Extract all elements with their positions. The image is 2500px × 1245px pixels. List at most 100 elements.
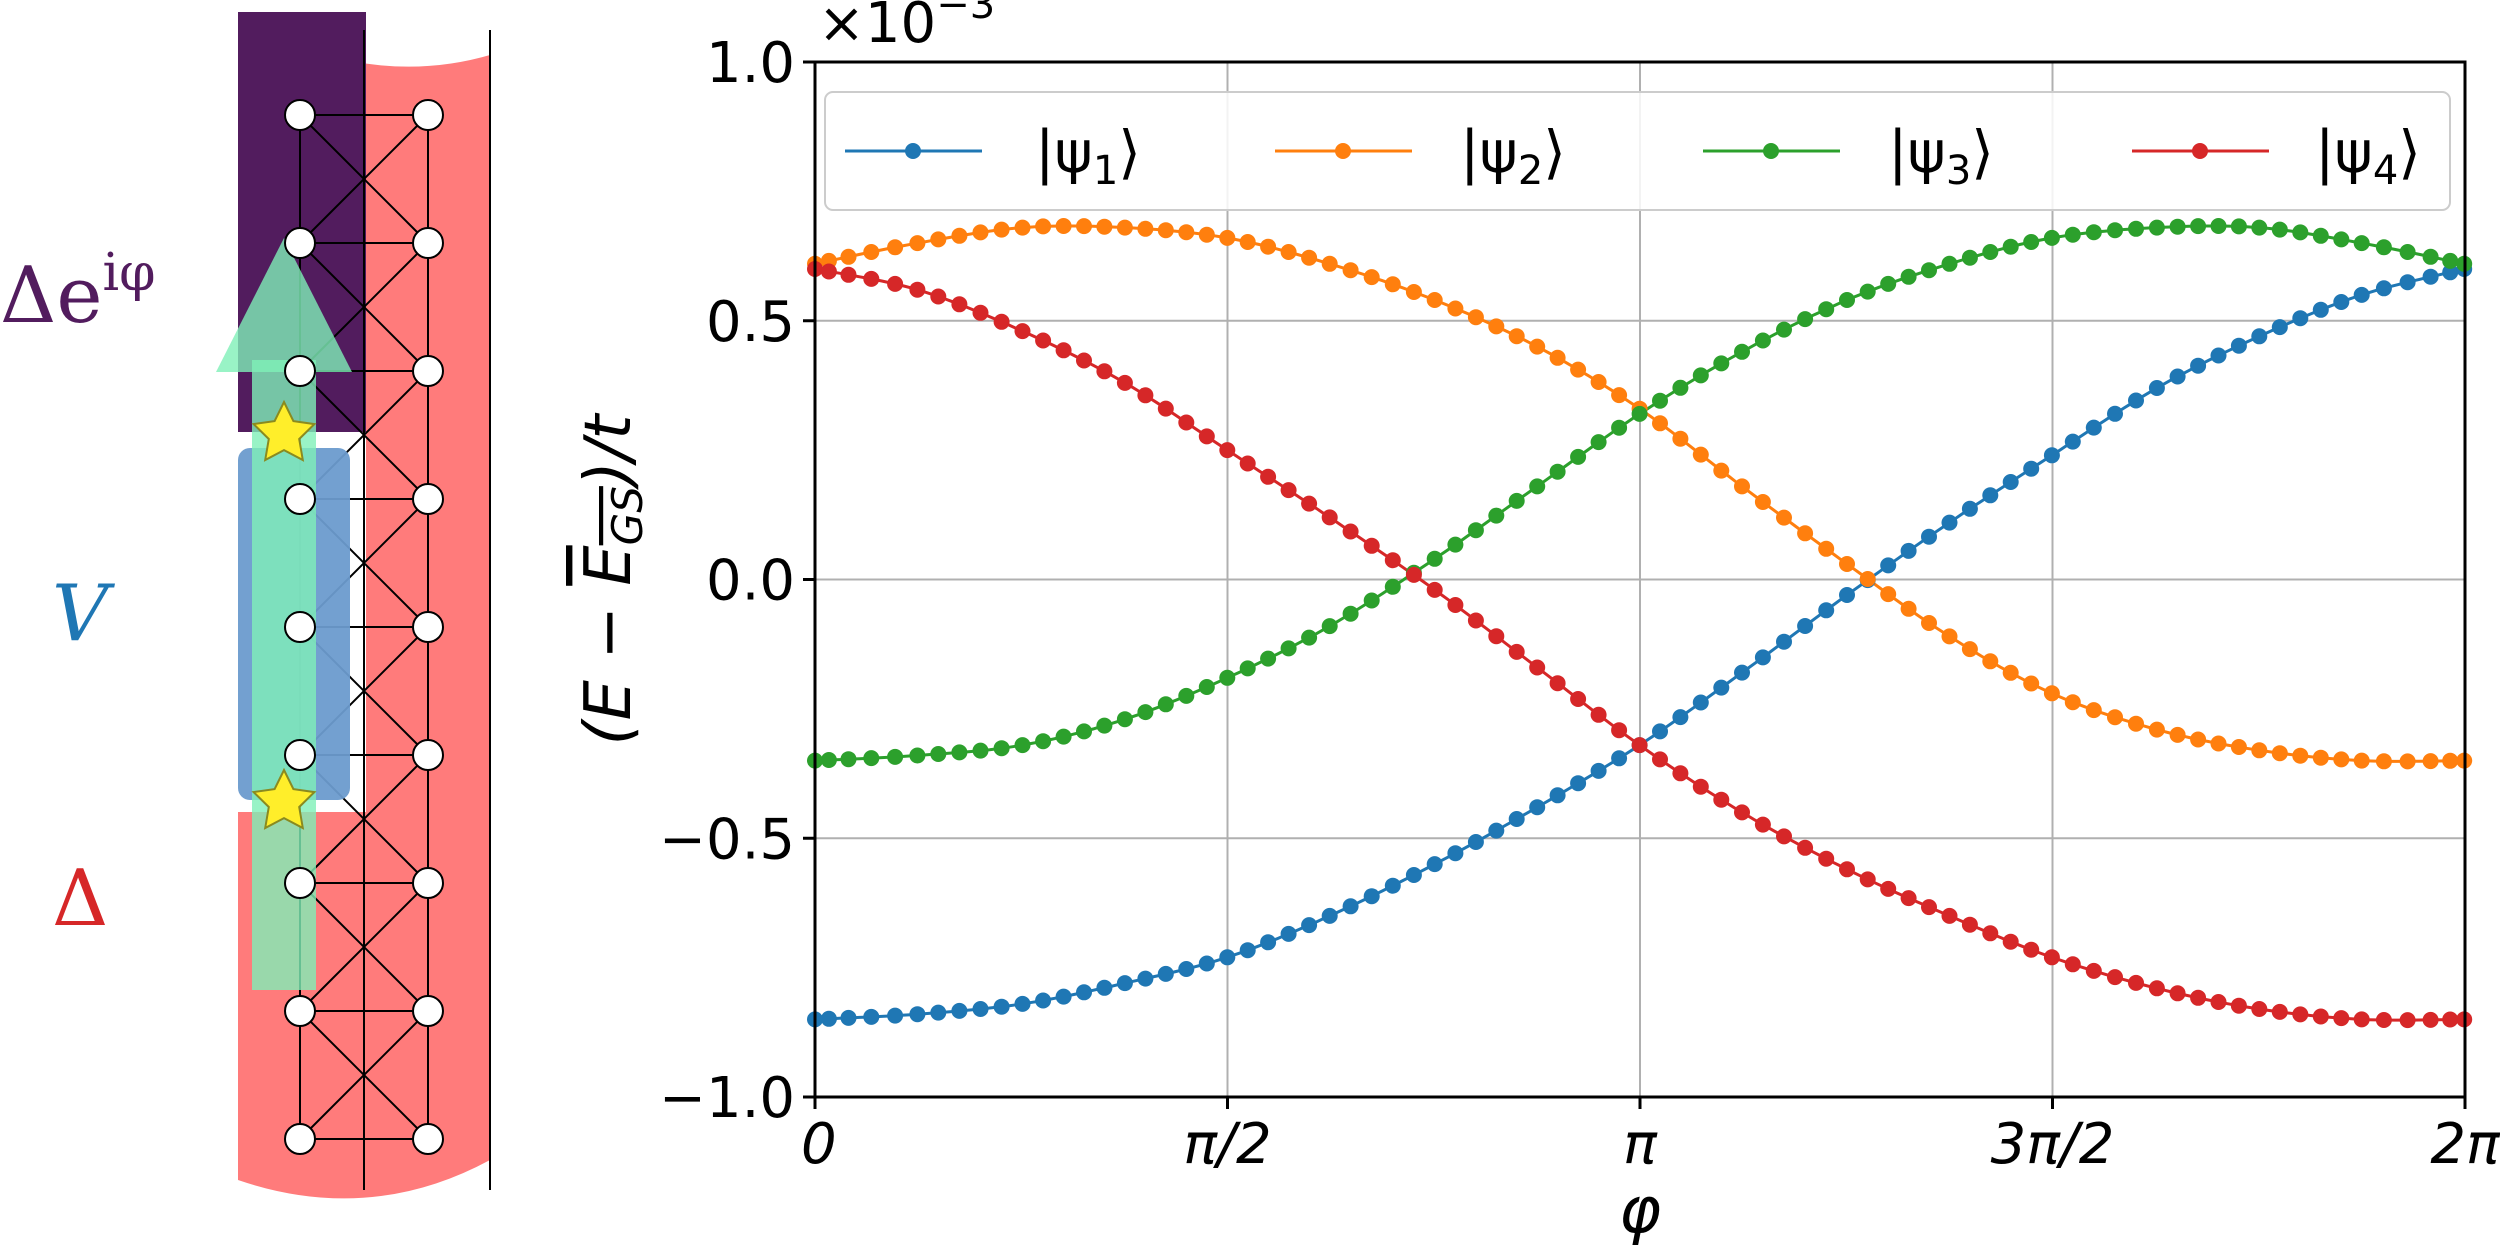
data-point-psi3 xyxy=(1035,733,1052,750)
lattice-site xyxy=(284,483,316,515)
data-point-psi4 xyxy=(1096,363,1113,380)
data-point-psi4 xyxy=(1590,706,1607,723)
data-point-psi3 xyxy=(1961,249,1978,266)
data-point-psi2 xyxy=(1880,586,1897,603)
data-point-psi4 xyxy=(1982,925,1999,942)
legend-label-psi3: |ψ3⟩ xyxy=(1888,118,1994,194)
data-point-psi2 xyxy=(1652,415,1668,432)
data-point-psi1 xyxy=(2399,274,2416,291)
data-point-psi4 xyxy=(2399,1012,2416,1029)
legend-label-psi1-base: |ψ xyxy=(1035,118,1093,186)
label-potential: V xyxy=(52,569,115,659)
label-delta: Δ xyxy=(52,854,108,944)
data-point-psi3 xyxy=(1076,723,1092,740)
data-point-psi1 xyxy=(2422,268,2439,285)
data-point-psi3 xyxy=(2230,218,2247,235)
legend-label-psi4-end: ⟩ xyxy=(2398,118,2421,186)
data-point-psi4 xyxy=(1713,791,1730,808)
legend-marker-psi3 xyxy=(1763,143,1779,159)
data-point-psi4 xyxy=(2422,1011,2439,1028)
data-point-psi3 xyxy=(1260,650,1277,667)
data-point-psi2 xyxy=(1754,494,1771,510)
data-point-psi1 xyxy=(1426,856,1443,873)
data-point-psi2 xyxy=(1405,284,1422,300)
data-point-psi1 xyxy=(1301,917,1318,934)
data-point-psi4 xyxy=(1941,907,1958,924)
legend-marker-psi1 xyxy=(905,143,921,159)
data-point-psi1 xyxy=(1672,709,1689,726)
lattice-site xyxy=(412,739,444,771)
data-point-psi3 xyxy=(1921,262,1937,279)
data-point-psi4 xyxy=(2085,962,2102,979)
data-point-psi3 xyxy=(1982,244,1999,260)
data-point-psi2 xyxy=(2271,745,2288,762)
legend-entry-psi1: |ψ1⟩ xyxy=(845,118,1141,194)
data-point-psi1 xyxy=(1239,942,1256,959)
axis-ticks: 0 π/2 π 3π/2 2π −1.0 −0.5 0.0 0.5 1.0 xyxy=(659,31,2500,1177)
data-point-psi4 xyxy=(1570,691,1587,707)
y-tick-label: −0.5 xyxy=(659,807,795,872)
data-point-psi2 xyxy=(1488,318,1505,335)
legend-label-psi3-end: ⟩ xyxy=(1971,118,1994,186)
data-point-psi1 xyxy=(1941,514,1958,531)
data-point-psi1 xyxy=(1116,975,1133,992)
data-point-psi4 xyxy=(1672,765,1689,782)
data-point-psi4 xyxy=(1219,442,1236,459)
data-point-psi2 xyxy=(2190,731,2207,748)
lattice-site xyxy=(412,483,444,515)
data-point-psi3 xyxy=(2271,221,2288,238)
data-point-psi2 xyxy=(1672,430,1689,447)
data-point-psi1 xyxy=(1713,679,1730,696)
data-point-psi4 xyxy=(2230,997,2247,1014)
legend-label-psi3-base: |ψ xyxy=(1888,118,1946,186)
data-point-psi4 xyxy=(887,275,904,292)
data-point-psi4 xyxy=(1652,751,1668,768)
data-point-psi3 xyxy=(1734,343,1750,360)
data-point-psi4 xyxy=(1342,523,1359,540)
data-point-psi4 xyxy=(1529,659,1546,676)
data-point-psi4 xyxy=(2292,1006,2309,1023)
data-point-psi4 xyxy=(1035,332,1052,349)
data-point-psi2 xyxy=(2107,709,2123,726)
data-point-psi4 xyxy=(1384,552,1401,569)
star-lower xyxy=(251,767,317,830)
data-point-psi3 xyxy=(2148,219,2165,236)
data-point-psi1 xyxy=(1137,970,1154,987)
label-delta-phase-base: Δe xyxy=(0,251,103,341)
lattice-site xyxy=(412,867,444,899)
data-point-psi4 xyxy=(1198,428,1215,445)
data-point-psi2 xyxy=(1921,615,1937,631)
data-point-psi1 xyxy=(1096,979,1113,996)
legend-marker-psi4 xyxy=(2192,143,2208,159)
lattice-site xyxy=(284,867,316,899)
data-point-psi4 xyxy=(1321,509,1338,526)
data-point-psi1 xyxy=(1549,787,1566,804)
data-point-psi3 xyxy=(2043,229,2060,246)
data-point-psi1 xyxy=(1467,834,1484,850)
data-point-psi2 xyxy=(1426,292,1443,308)
data-point-psi4 xyxy=(1734,804,1750,821)
data-point-psi2 xyxy=(1116,219,1133,236)
data-point-psi1 xyxy=(1055,988,1072,1005)
data-point-psi1 xyxy=(887,1007,904,1024)
data-point-psi3 xyxy=(2375,239,2392,256)
legend-label-psi2-sub: 2 xyxy=(1518,148,1543,194)
data-point-psi3 xyxy=(1116,711,1133,728)
data-point-psi3 xyxy=(1590,434,1607,451)
data-point-psi2 xyxy=(1467,309,1484,326)
lattice-site xyxy=(412,227,444,259)
data-point-psi1 xyxy=(1363,888,1380,905)
data-point-psi1 xyxy=(1076,984,1092,1001)
data-point-psi4 xyxy=(1260,468,1277,485)
data-point-psi3 xyxy=(1529,478,1546,495)
data-point-psi4 xyxy=(2064,956,2081,973)
data-point-psi4 xyxy=(1488,628,1505,645)
y-tick-label: 1.0 xyxy=(706,31,795,96)
data-point-psi3 xyxy=(1797,311,1814,328)
data-point-psi4 xyxy=(1116,374,1133,391)
data-point-psi4 xyxy=(909,281,926,298)
data-point-psi3 xyxy=(1321,618,1338,635)
x-tick-label: 3π/2 xyxy=(1991,1112,2115,1177)
data-point-psi2 xyxy=(887,239,904,256)
